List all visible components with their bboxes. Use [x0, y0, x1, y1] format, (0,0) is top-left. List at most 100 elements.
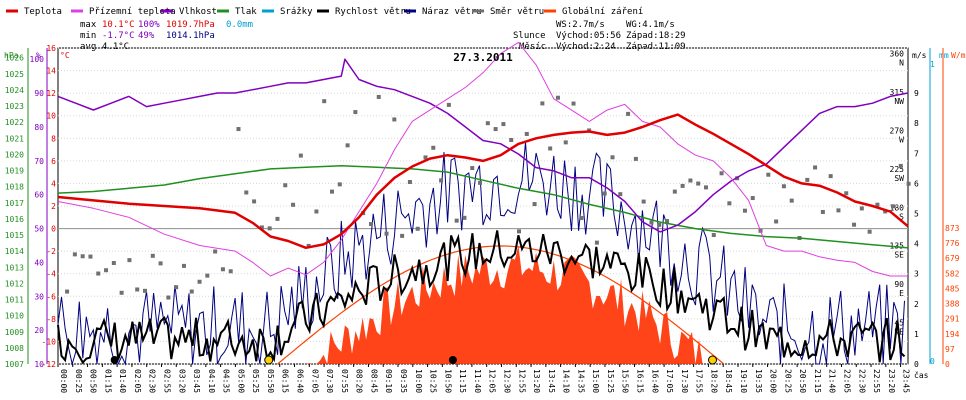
wind-dir-point — [384, 231, 389, 236]
xtick-label: 12:05 — [488, 369, 497, 393]
stat-sun-label: Slunce — [513, 31, 546, 41]
wind-dir-point — [742, 208, 747, 213]
wind-dir-point — [680, 183, 685, 188]
wind-dir-point — [727, 201, 732, 206]
wind-dir-point — [571, 101, 576, 106]
tick-pct: 60 — [34, 191, 44, 200]
wind-dir-point — [509, 137, 514, 142]
tick-temp: 14 — [46, 67, 56, 76]
tick-wm2: 679 — [945, 254, 960, 263]
wind-dir-point — [633, 156, 638, 161]
xtick-label: 22:55 — [872, 369, 881, 393]
xtick-label: 12:55 — [517, 369, 526, 393]
wind-dir-point — [781, 184, 786, 189]
tick-hpa: 1018 — [5, 183, 24, 192]
wind-dir-point — [197, 279, 202, 284]
tick-temp: 2 — [51, 202, 56, 211]
stat-min-press: 1014.1hPa — [166, 31, 215, 41]
wind-dir-point — [836, 208, 841, 213]
tick-dir-deg: 90 — [894, 280, 904, 289]
tick-hpa: 1008 — [5, 344, 24, 353]
xtick-label: 04:10 — [207, 369, 216, 393]
tick-hpa: 1017 — [5, 199, 24, 208]
stat-sun-set: Západ:18:29 — [626, 31, 686, 41]
tick-dir-deg: 180 — [890, 203, 905, 212]
wind-dir-point — [322, 99, 327, 104]
tick-ms: 3 — [914, 270, 919, 279]
tick-wm2: 97 — [945, 345, 955, 354]
wind-dir-point — [189, 289, 194, 294]
legend-label-rychlost: Rychlost větru — [335, 7, 411, 17]
wind-dir-point — [470, 166, 475, 171]
wind-dir-point — [228, 269, 233, 274]
wind-dir-point — [431, 145, 436, 150]
legend-label-pocitova: Přízemní teplota — [89, 7, 176, 17]
wind-dir-point — [852, 222, 857, 227]
xtick-label: 09:35 — [399, 369, 408, 393]
wind-dir-point — [181, 263, 186, 268]
wind-dir-point — [400, 233, 405, 238]
wind-dir-point — [493, 127, 498, 132]
xtick-label: 17:30 — [680, 369, 689, 393]
wind-dir-point — [696, 181, 701, 186]
x-axis-label: čas — [914, 370, 929, 380]
tick-dir-label: NW — [894, 97, 904, 106]
legend-label-smer: Směr větru — [490, 7, 544, 17]
wind-dir-point — [594, 240, 599, 245]
tick-temp: -2 — [46, 247, 56, 256]
tick-pct: 100 — [30, 55, 45, 64]
tick-dir-deg: 270 — [890, 126, 905, 135]
xtick-label: 07:05 — [310, 369, 319, 393]
wind-dir-point — [236, 127, 241, 132]
tick-ms: 1 — [914, 330, 919, 339]
wind-dir-point — [462, 215, 467, 220]
tick-wm2: 485 — [945, 284, 960, 293]
tick-dir-label: SE — [894, 251, 904, 260]
wind-dir-point — [104, 268, 109, 273]
legend-label-teplota: Teplota — [24, 7, 62, 17]
xtick-label: 10:00 — [414, 369, 423, 393]
xtick-label: 07:30 — [325, 369, 334, 393]
wind-dir-point — [166, 295, 171, 300]
xtick-label: 12:30 — [502, 369, 511, 393]
xtick-label: 17:05 — [665, 369, 674, 393]
xtick-label: 21:15 — [813, 369, 822, 393]
wind-dir-point — [875, 202, 880, 207]
tick-dir-label: N — [899, 59, 904, 68]
tick-ms: 9 — [914, 89, 919, 98]
xtick-label: 15:50 — [621, 369, 630, 393]
tick-hpa: 1019 — [5, 167, 24, 176]
wind-dir-point — [711, 233, 716, 238]
legend-label-vlhkost: Vlhkost — [179, 7, 217, 17]
xtick-label: 09:10 — [384, 369, 393, 393]
xtick-label: 19:35 — [754, 369, 763, 393]
wind-dir-point — [478, 180, 483, 185]
xtick-label: 00:25 — [74, 369, 83, 393]
xtick-label: 14:10 — [562, 369, 571, 393]
moon-set-marker — [448, 356, 457, 364]
sun-set-marker — [708, 355, 717, 365]
wind-dir-point — [275, 216, 280, 221]
tick-pct: 20 — [34, 326, 44, 335]
wind-dir-point — [439, 178, 444, 183]
xtick-label: 13:20 — [532, 369, 541, 393]
wind-dir-point — [789, 198, 794, 203]
tick-hpa: 1022 — [5, 118, 24, 127]
xtick-label: 22:05 — [842, 369, 851, 393]
tick-ms: 5 — [914, 210, 919, 219]
xtick-label: 19:10 — [739, 369, 748, 393]
legend-label-naraz: Náraz větru — [422, 7, 482, 17]
xtick-label: 20:00 — [769, 369, 778, 393]
wind-dir-point — [649, 220, 654, 225]
wind-dir-point — [244, 190, 249, 195]
xtick-label: 16:40 — [650, 369, 659, 393]
tick-hpa: 1011 — [5, 296, 24, 305]
axis-unit-pct: % — [36, 51, 41, 60]
legend-label-srazky: Srážky — [280, 7, 313, 17]
tick-wm2: 0 — [945, 360, 950, 369]
tick-wm2: 873 — [945, 224, 960, 233]
wind-dir-point — [119, 290, 124, 295]
xtick-label: 06:40 — [296, 369, 305, 393]
wind-dir-point — [345, 143, 350, 148]
xtick-label: 17:55 — [695, 369, 704, 393]
